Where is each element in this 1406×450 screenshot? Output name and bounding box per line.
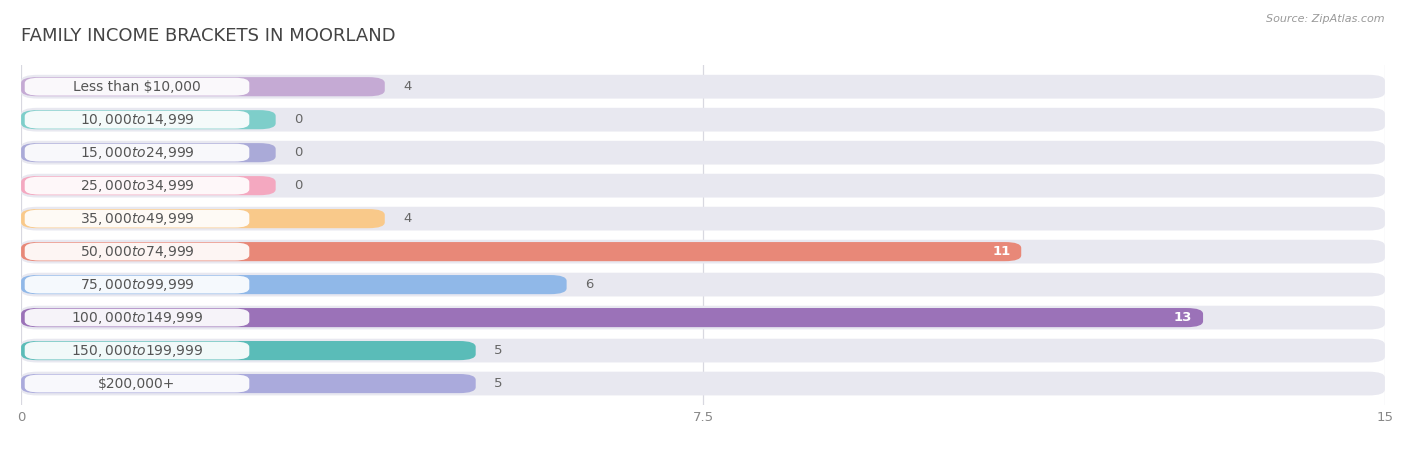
FancyBboxPatch shape <box>25 243 249 261</box>
FancyBboxPatch shape <box>21 341 475 360</box>
FancyBboxPatch shape <box>21 275 567 294</box>
Text: $50,000 to $74,999: $50,000 to $74,999 <box>80 243 194 260</box>
FancyBboxPatch shape <box>25 78 249 95</box>
FancyBboxPatch shape <box>25 342 249 360</box>
FancyBboxPatch shape <box>21 77 385 96</box>
Text: 0: 0 <box>294 113 302 126</box>
FancyBboxPatch shape <box>21 174 1385 198</box>
Text: $100,000 to $149,999: $100,000 to $149,999 <box>70 310 204 326</box>
Text: Less than $10,000: Less than $10,000 <box>73 80 201 94</box>
FancyBboxPatch shape <box>25 309 249 327</box>
FancyBboxPatch shape <box>21 108 1385 131</box>
Text: 11: 11 <box>993 245 1011 258</box>
FancyBboxPatch shape <box>25 210 249 228</box>
FancyBboxPatch shape <box>25 276 249 293</box>
Text: 6: 6 <box>585 278 593 291</box>
FancyBboxPatch shape <box>21 209 385 228</box>
FancyBboxPatch shape <box>21 240 1385 264</box>
Text: 4: 4 <box>404 80 412 93</box>
Text: 5: 5 <box>494 377 502 390</box>
FancyBboxPatch shape <box>25 375 249 392</box>
Text: $15,000 to $24,999: $15,000 to $24,999 <box>80 144 194 161</box>
FancyBboxPatch shape <box>25 177 249 194</box>
Text: $25,000 to $34,999: $25,000 to $34,999 <box>80 178 194 194</box>
FancyBboxPatch shape <box>21 308 1204 327</box>
FancyBboxPatch shape <box>25 144 249 162</box>
Text: 4: 4 <box>404 212 412 225</box>
Text: $75,000 to $99,999: $75,000 to $99,999 <box>80 277 194 292</box>
FancyBboxPatch shape <box>21 207 1385 230</box>
FancyBboxPatch shape <box>21 75 1385 99</box>
Text: $200,000+: $200,000+ <box>98 377 176 391</box>
Text: 13: 13 <box>1174 311 1192 324</box>
FancyBboxPatch shape <box>21 306 1385 329</box>
Text: $10,000 to $14,999: $10,000 to $14,999 <box>80 112 194 128</box>
Text: FAMILY INCOME BRACKETS IN MOORLAND: FAMILY INCOME BRACKETS IN MOORLAND <box>21 27 395 45</box>
FancyBboxPatch shape <box>21 339 1385 362</box>
FancyBboxPatch shape <box>25 111 249 129</box>
FancyBboxPatch shape <box>21 374 475 393</box>
FancyBboxPatch shape <box>21 176 276 195</box>
FancyBboxPatch shape <box>21 110 276 129</box>
FancyBboxPatch shape <box>21 273 1385 297</box>
FancyBboxPatch shape <box>21 242 1021 261</box>
Text: 5: 5 <box>494 344 502 357</box>
Text: Source: ZipAtlas.com: Source: ZipAtlas.com <box>1267 14 1385 23</box>
Text: $35,000 to $49,999: $35,000 to $49,999 <box>80 211 194 227</box>
FancyBboxPatch shape <box>21 141 1385 165</box>
Text: 0: 0 <box>294 146 302 159</box>
Text: 0: 0 <box>294 179 302 192</box>
FancyBboxPatch shape <box>21 372 1385 396</box>
FancyBboxPatch shape <box>21 143 276 162</box>
Text: $150,000 to $199,999: $150,000 to $199,999 <box>70 342 204 359</box>
